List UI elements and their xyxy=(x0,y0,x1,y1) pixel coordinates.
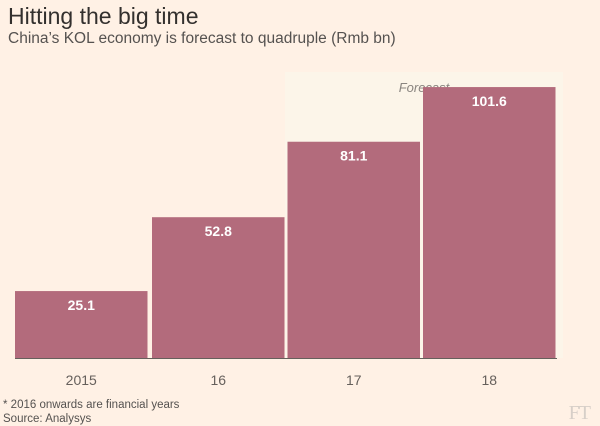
x-tick-label-18: 18 xyxy=(481,372,497,388)
x-tick-label-2015: 2015 xyxy=(66,372,97,388)
ft-logo: FT xyxy=(568,402,591,424)
bar-16 xyxy=(152,217,285,358)
data-label-16: 52.8 xyxy=(205,223,232,239)
footnote: * 2016 onwards are financial years xyxy=(3,399,180,411)
bar-17 xyxy=(287,141,420,358)
x-tick-label-17: 17 xyxy=(346,372,362,388)
data-label-2015: 25.1 xyxy=(68,297,95,313)
bar-2015 xyxy=(15,291,148,358)
data-label-17: 81.1 xyxy=(340,148,367,164)
data-label-18: 101.6 xyxy=(472,93,507,109)
x-tick-label-16: 16 xyxy=(210,372,226,388)
chart-subtitle: China’s KOL economy is forecast to quadr… xyxy=(8,30,396,47)
source-note: Source: Analysys xyxy=(3,413,92,425)
chart-title: Hitting the big time xyxy=(8,3,199,29)
bar-18 xyxy=(423,87,556,359)
